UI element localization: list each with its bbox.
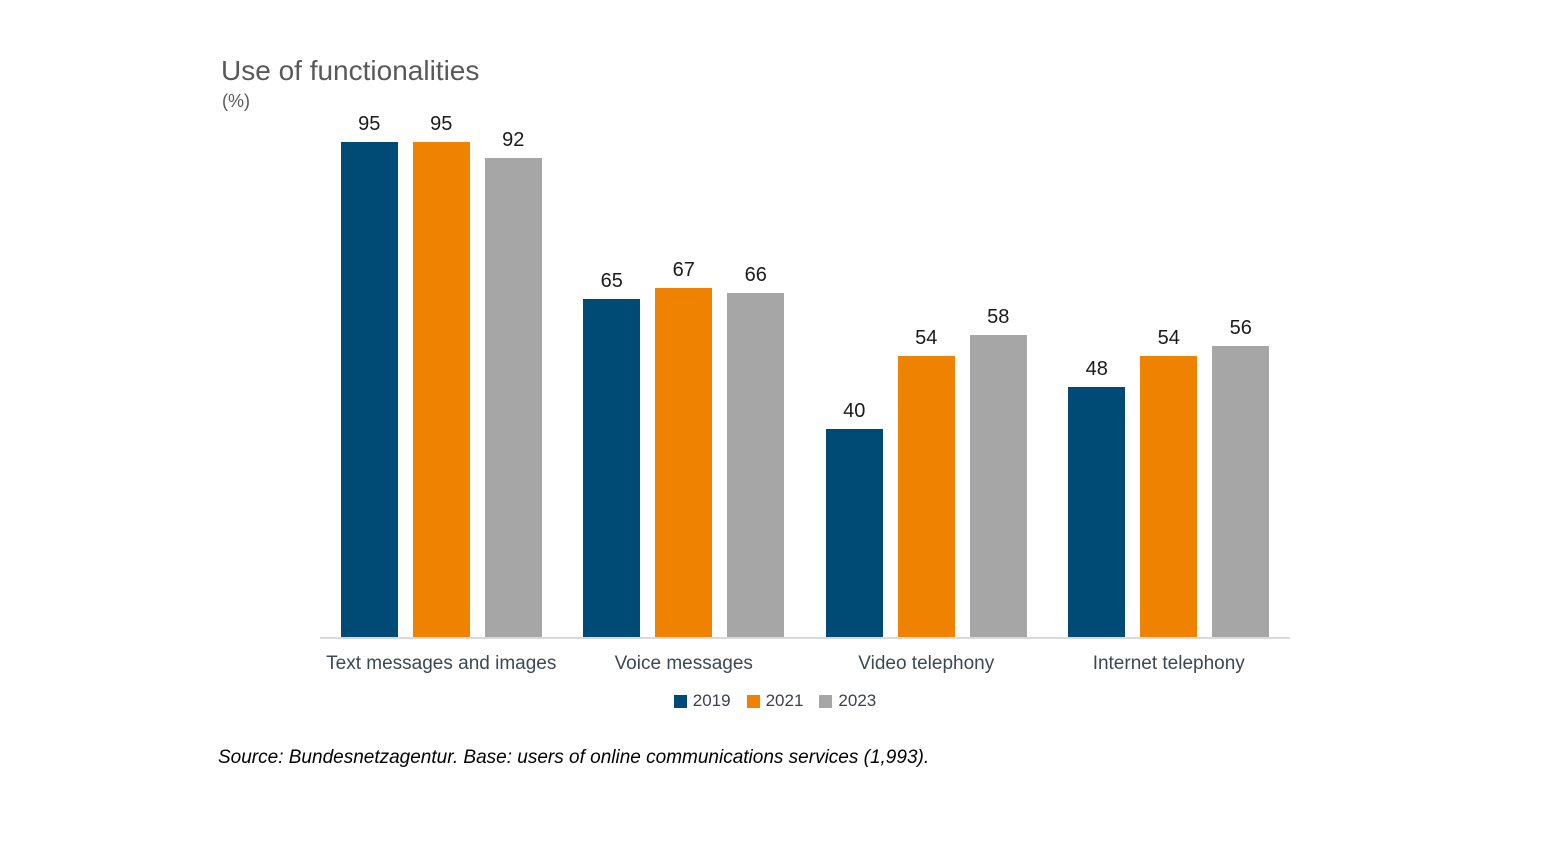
bar-group-internet-telephony: 48 54 56 (1048, 116, 1291, 638)
plot-area: 95 95 92 65 67 66 40 54 58 48 54 56 (320, 113, 1291, 638)
bar-group-text-messages-and-images: 95 95 92 (320, 113, 563, 638)
bar-2021-voice-messages (655, 288, 713, 638)
chart-title: Use of functionalities (221, 55, 480, 86)
legend-label-2019: 2019 (692, 691, 731, 710)
category-label-video-telephony: Video telephony (858, 653, 995, 674)
bar-value-label: 67 (672, 259, 695, 282)
bar-value-label: 95 (358, 113, 381, 136)
bar-2019-video-telephony (825, 429, 883, 638)
category-label-text-messages-and-images: Text messages and images (326, 653, 557, 674)
bar-group-voice-messages: 65 67 66 (563, 116, 806, 638)
legend-item-2021: 2021 (746, 691, 804, 711)
category-label-internet-telephony: Internet telephony (1092, 653, 1245, 674)
bar-value-label: 66 (744, 264, 767, 287)
source-note: Source: Bundesnetzagentur. Base: users o… (218, 747, 930, 768)
bar-2021-text-messages-and-images (412, 142, 470, 638)
bar-value-label: 54 (915, 327, 938, 350)
x-axis-line (320, 637, 1290, 639)
legend-item-2019: 2019 (673, 691, 731, 711)
bar-wrap-2019-voice-messages: 65 (583, 269, 641, 638)
bar-value-label: 40 (843, 400, 866, 423)
chart-unit-label: (%) (222, 91, 250, 111)
bar-wrap-2023-text-messages-and-images: 92 (484, 128, 542, 638)
bar-2023-voice-messages (727, 293, 785, 638)
bar-wrap-2023-voice-messages: 66 (727, 264, 785, 638)
bar-group-video-telephony: 40 54 58 (805, 116, 1048, 638)
category-label-voice-messages: Voice messages (614, 653, 753, 674)
bar-wrap-2019-internet-telephony: 48 (1068, 358, 1126, 638)
bar-2023-internet-telephony (1212, 345, 1270, 638)
legend-label-2023: 2023 (838, 691, 877, 710)
bar-value-label: 65 (600, 269, 623, 292)
bar-wrap-2021-internet-telephony: 54 (1140, 327, 1198, 638)
legend-label-2021: 2021 (765, 691, 804, 710)
bar-wrap-2019-text-messages-and-images: 95 (340, 113, 398, 638)
bar-2021-video-telephony (897, 356, 955, 638)
bar-2019-text-messages-and-images (340, 142, 398, 638)
legend-swatch-2021 (746, 694, 760, 708)
bar-value-label: 56 (1229, 316, 1252, 339)
bar-value-label: 92 (502, 128, 525, 151)
bar-value-label: 54 (1157, 327, 1180, 350)
bar-wrap-2021-video-telephony: 54 (897, 327, 955, 638)
legend-swatch-2023 (819, 694, 833, 708)
bar-value-label: 48 (1085, 358, 1108, 381)
bar-2023-text-messages-and-images (484, 157, 542, 638)
category-axis: Text messages and images Voice messages Vi… (320, 653, 1290, 675)
legend-swatch-2019 (673, 694, 687, 708)
bar-wrap-2023-internet-telephony: 56 (1212, 316, 1270, 638)
bar-value-label: 95 (430, 113, 453, 136)
bar-2019-internet-telephony (1068, 387, 1126, 638)
bar-wrap-2021-text-messages-and-images: 95 (412, 113, 470, 638)
bar-2023-video-telephony (969, 335, 1027, 638)
bar-wrap-2019-video-telephony: 40 (825, 400, 883, 638)
legend-item-2023: 2023 (819, 691, 876, 711)
bar-2019-voice-messages (583, 298, 641, 638)
legend: 2019 2021 2023 (300, 691, 1250, 711)
bar-value-label: 58 (987, 306, 1010, 329)
bar-wrap-2023-video-telephony: 58 (969, 306, 1027, 638)
bar-2021-internet-telephony (1140, 356, 1198, 638)
bar-wrap-2021-voice-messages: 67 (655, 259, 713, 638)
